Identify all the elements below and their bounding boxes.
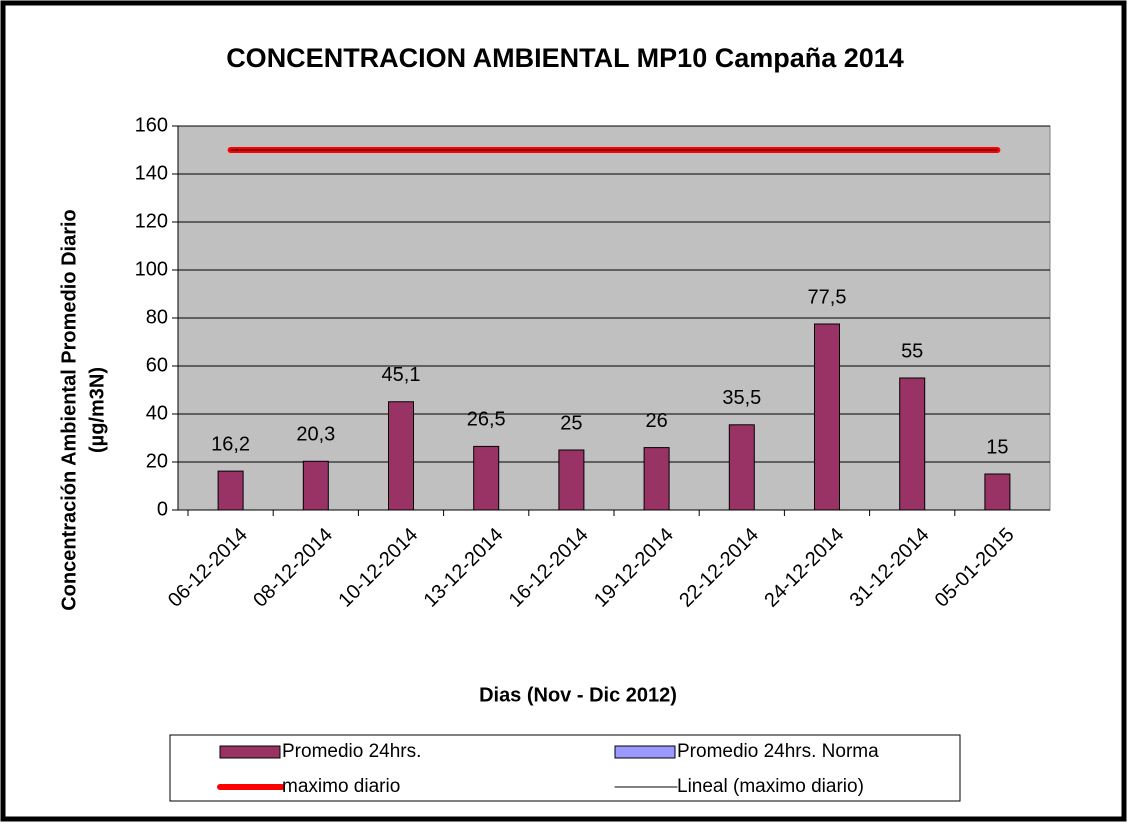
y-tick-label: 120 — [135, 210, 168, 232]
data-label: 15 — [986, 436, 1008, 458]
y-tick-label: 0 — [157, 498, 168, 520]
y-axis-label: Concentración Ambiental Promedio Diario … — [58, 209, 108, 611]
y-axis-label-line: (µg/m3N) — [86, 367, 108, 453]
legend-swatch — [614, 745, 676, 759]
data-label: 26,5 — [467, 409, 506, 431]
y-tick-label: 140 — [135, 162, 168, 184]
y-tick-label: 40 — [146, 402, 168, 424]
bar — [388, 401, 414, 511]
legend-label: maximo diario — [282, 776, 400, 797]
data-label: 77,5 — [808, 286, 847, 308]
x-axis-label: Dias (Nov - Dic 2012) — [479, 684, 677, 706]
data-label: 55 — [901, 340, 923, 362]
y-axis-label-line: Concentración Ambiental Promedio Diario — [58, 209, 80, 611]
data-label: 20,3 — [296, 424, 335, 446]
bar — [814, 323, 840, 511]
legend-swatch — [219, 745, 281, 759]
y-tick-label: 80 — [146, 306, 168, 328]
bar — [728, 424, 755, 511]
legend-label: Lineal (maximo diario) — [677, 776, 864, 797]
bar — [643, 447, 670, 511]
y-tick-label: 60 — [146, 354, 168, 376]
bar — [473, 445, 500, 511]
legend-box — [169, 734, 961, 802]
data-label: 45,1 — [382, 364, 421, 386]
data-label: 35,5 — [722, 387, 761, 409]
y-tick-label: 100 — [135, 258, 168, 280]
bar — [558, 449, 585, 511]
y-tick-label: 160 — [135, 114, 168, 136]
bar — [899, 377, 926, 511]
bar — [302, 460, 329, 511]
legend-label: Promedio 24hrs. Norma — [677, 741, 879, 762]
data-label: 25 — [560, 412, 582, 434]
bar — [217, 470, 244, 511]
data-label: 26 — [645, 410, 667, 432]
bar — [984, 473, 1011, 511]
legend-label: Promedio 24hrs. — [282, 741, 421, 762]
chart-title: CONCENTRACION AMBIENTAL MP10 Campaña 201… — [226, 43, 904, 73]
data-label: 16,2 — [211, 433, 250, 455]
y-tick-label: 20 — [146, 450, 168, 472]
